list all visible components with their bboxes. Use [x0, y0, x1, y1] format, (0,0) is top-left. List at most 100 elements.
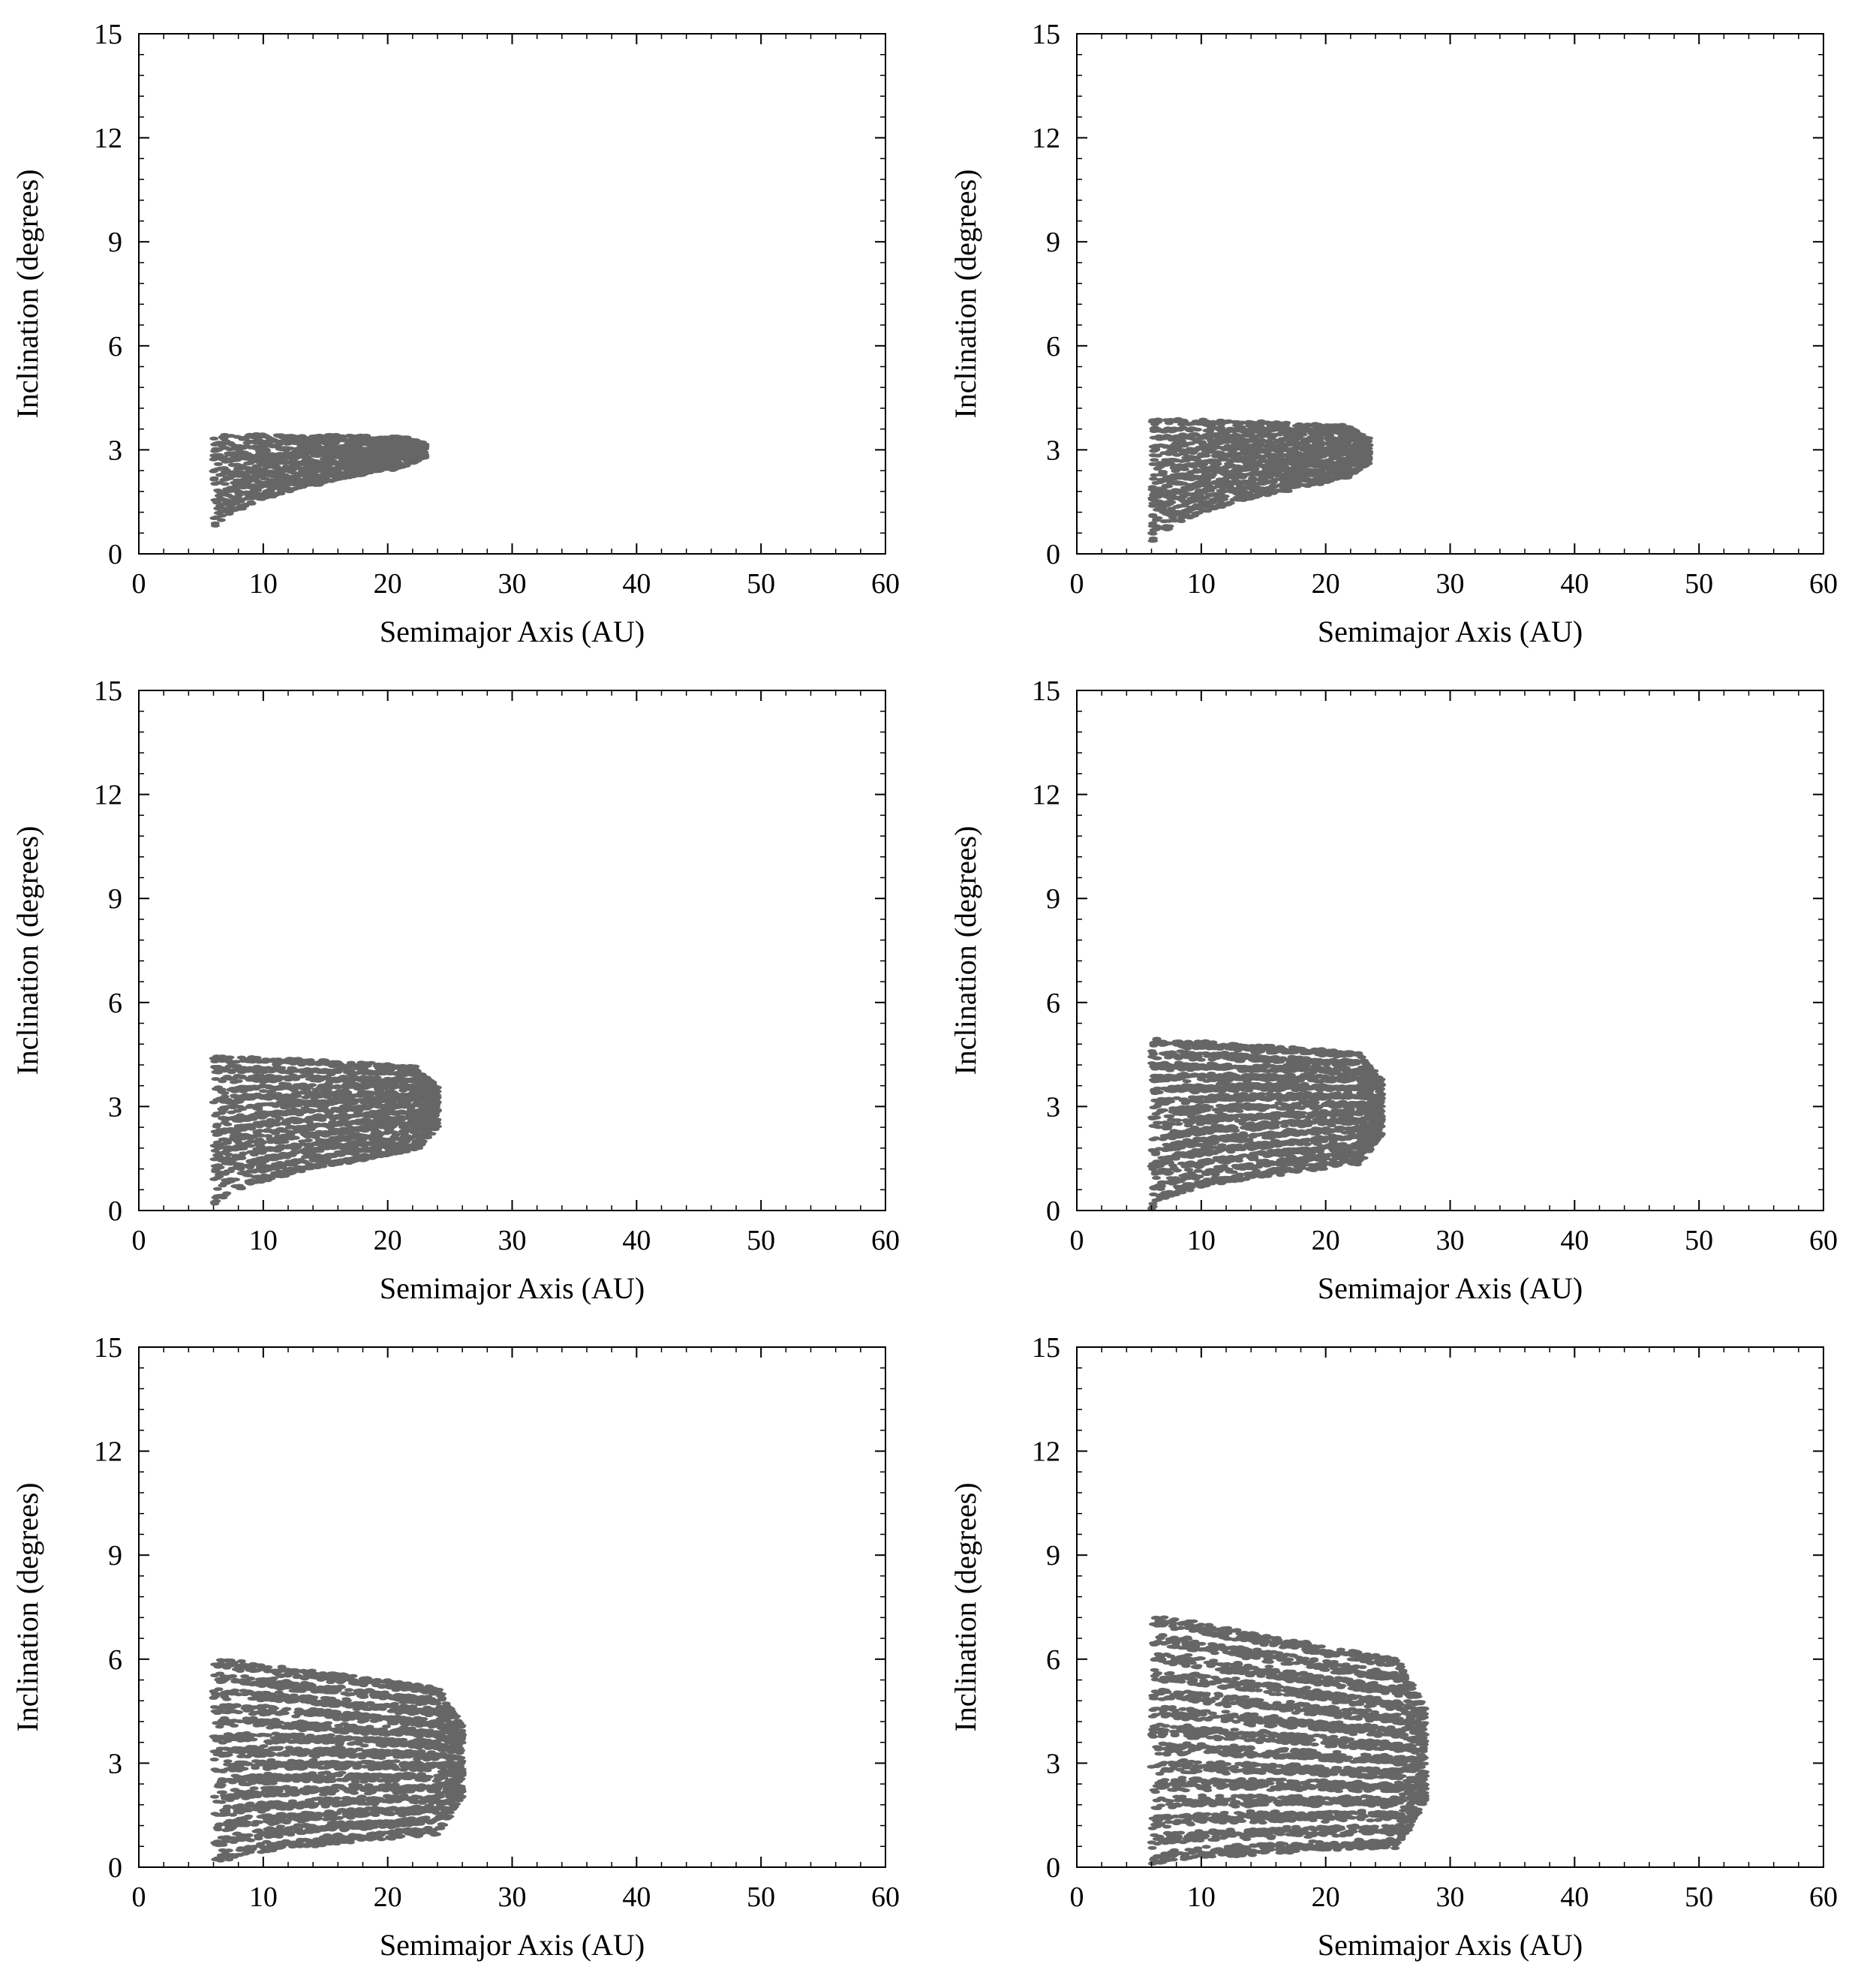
scatter-point: [1306, 473, 1316, 477]
scatter-point: [1165, 524, 1174, 528]
scatter-point: [299, 1159, 308, 1164]
scatter-point: [1213, 421, 1222, 426]
scatter-point: [293, 447, 302, 451]
scatter-point: [266, 1147, 276, 1152]
scatter-point: [1169, 443, 1179, 447]
scatter-point: [274, 434, 284, 438]
scatter-point: [253, 488, 263, 492]
scatter-point: [237, 507, 247, 511]
y-tick-label: 0: [1046, 539, 1060, 570]
scatter-point: [1148, 513, 1158, 518]
scatter-point: [322, 1123, 332, 1128]
scatter-point: [1225, 446, 1235, 450]
scatter-point: [290, 1150, 299, 1155]
scatter-point: [1299, 456, 1308, 461]
scatter-point: [338, 1146, 348, 1150]
scatter-point: [231, 1135, 241, 1139]
scatter-point: [417, 440, 427, 444]
scatter-point: [1325, 458, 1334, 462]
scatter-point: [264, 1153, 274, 1158]
scatter-point: [1159, 429, 1169, 434]
scatter-point: [1279, 474, 1289, 479]
x-axis-label: Semimajor Axis (AU): [1318, 615, 1583, 648]
scatter-point: [1177, 426, 1187, 431]
scatter-point: [1165, 462, 1174, 467]
y-tick-label: 15: [94, 19, 122, 50]
x-tick-label: 20: [374, 568, 402, 600]
scatter-point: [326, 473, 335, 477]
scatter-point: [387, 1118, 397, 1123]
scatter-points: [1147, 417, 1374, 543]
scatter-point: [211, 447, 221, 451]
scatter-point: [1178, 444, 1188, 448]
scatter-point: [1324, 471, 1334, 475]
scatter-point: [210, 468, 220, 473]
scatter-point: [1180, 467, 1189, 471]
scatter-point: [1275, 421, 1285, 426]
scatter-point: [1263, 465, 1273, 469]
scatter-point: [286, 461, 296, 465]
scatter-point: [212, 1194, 222, 1199]
x-tick-label: 10: [1187, 568, 1216, 600]
scatter-point: [373, 1146, 383, 1150]
scatter-point: [264, 438, 274, 444]
scatter-point: [216, 510, 226, 514]
scatter-point: [218, 435, 227, 439]
scatter-point: [1226, 488, 1236, 493]
scatter-point: [339, 1126, 348, 1131]
scatter-point: [381, 1131, 391, 1135]
scatter-point: [1155, 490, 1165, 495]
scatter-point: [213, 506, 223, 511]
scatter-point: [1268, 428, 1277, 432]
scatter-point: [1364, 436, 1373, 441]
scatter-point: [290, 1159, 299, 1164]
scatter-point: [274, 1163, 284, 1168]
x-tick-label: 30: [498, 568, 527, 600]
scatter-point: [276, 480, 286, 484]
y-tick-label: 12: [1032, 123, 1060, 155]
scatter-point: [245, 456, 254, 461]
scatter-point: [1210, 492, 1220, 496]
scatter-point: [1180, 486, 1190, 491]
scatter-point: [1193, 462, 1203, 467]
scatter-point: [209, 516, 219, 521]
scatter-point: [209, 1157, 219, 1162]
y-tick-label: 3: [108, 435, 122, 466]
scatter-point: [1217, 446, 1227, 450]
scatter-point: [1151, 480, 1161, 486]
scatter-point: [230, 495, 240, 500]
scatter-point: [266, 487, 275, 492]
x-tick-label: 0: [1070, 568, 1084, 600]
scatter-point: [1205, 429, 1215, 433]
scatter-point: [395, 1150, 404, 1155]
scatter-point: [229, 470, 239, 474]
scatter-point: [1231, 454, 1240, 459]
y-axis-label: Inclination (degrees): [949, 169, 982, 418]
scatter-point: [1247, 473, 1257, 477]
scatter-point: [308, 1133, 318, 1138]
scatter-point: [1185, 515, 1195, 520]
scatter-point: [1193, 484, 1202, 489]
scatter-point: [246, 1139, 256, 1144]
scatter-point: [1149, 449, 1159, 453]
scatter-point: [271, 1131, 281, 1135]
scatter-point: [1167, 500, 1177, 504]
scatter-point: [210, 482, 220, 486]
x-tick-label: 50: [1685, 568, 1713, 600]
scatter-point: [1190, 432, 1199, 436]
scatter-point: [1246, 427, 1256, 432]
scatter-point: [247, 501, 257, 506]
scatter-point: [399, 1130, 409, 1135]
scatter-point: [1218, 479, 1228, 483]
scatter-point: [210, 498, 220, 502]
scatter-point: [226, 434, 236, 438]
scatter-point: [1266, 453, 1276, 458]
scatter-point: [1206, 466, 1216, 471]
scatter-point: [210, 1148, 220, 1153]
scatter-point: [284, 1145, 293, 1150]
scatter-point: [1147, 531, 1156, 536]
scatter-point: [1264, 420, 1273, 426]
scatter-point: [209, 477, 219, 482]
scatter-point: [1240, 438, 1250, 443]
scatter-point: [1207, 501, 1216, 505]
